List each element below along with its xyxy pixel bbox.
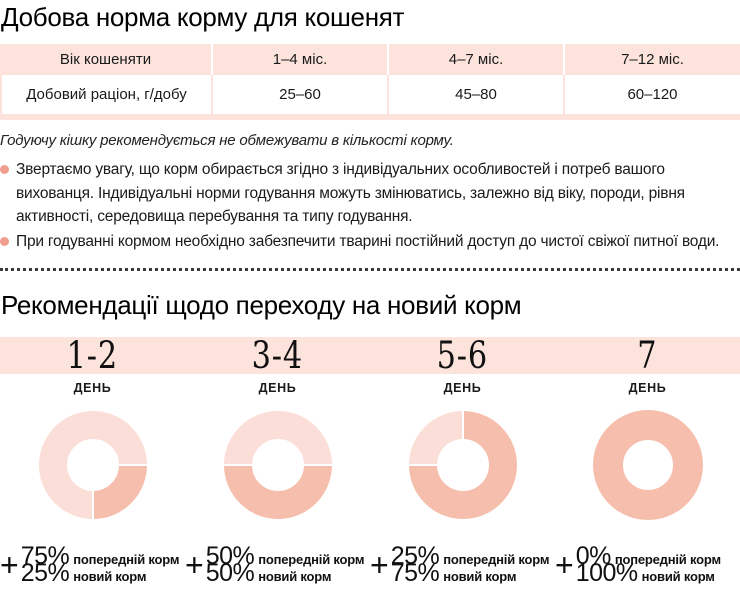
feeding-table-header-row: Вік кошеняти 1–4 міс. 4–7 міс. 7–12 міс. [0, 44, 740, 75]
bullet-text: Звертаємо увагу, що корм обирається згід… [16, 161, 685, 225]
list-item: Звертаємо увагу, що корм обирається згід… [0, 158, 740, 229]
prev-pct: 25% [390, 542, 440, 570]
list-item: При годуванні кормом необхідно забезпечи… [0, 230, 740, 254]
day-word: ДЕНЬ [443, 381, 482, 395]
day-range: 5-6 [436, 333, 489, 377]
bullet-icon [0, 165, 9, 174]
table-header-cell: Вік кошеняти [0, 44, 213, 75]
plus-icon: + [0, 547, 19, 583]
prev-label: попередній корм [73, 552, 180, 567]
plus-icon: + [185, 547, 204, 583]
donut-chart [0, 410, 185, 520]
table-header-cell: 4–7 міс. [389, 44, 565, 75]
mix-labels-row: + 75% попередній корм 25% новий корм + 50%… [0, 542, 740, 587]
day-range: 7 [637, 333, 658, 377]
new-pct: 50% [205, 559, 255, 587]
mix-label: + 50% попередній корм 50% новий корм [185, 542, 370, 587]
italic-note: Годуючу кішку рекомендується не обмежува… [0, 132, 454, 149]
new-label: новий корм [443, 569, 517, 584]
feeding-table: Вік кошеняти 1–4 міс. 4–7 міс. 7–12 міс.… [0, 44, 740, 120]
table-cell: 25–60 [213, 75, 389, 114]
prev-pct: 0% [575, 542, 612, 570]
plus-icon: + [555, 547, 574, 583]
notes-list: Звертаємо увагу, що корм обирається згід… [0, 158, 740, 253]
donut-chart [370, 410, 555, 520]
day-word: ДЕНЬ [73, 381, 112, 395]
new-label: новий корм [258, 569, 332, 584]
new-pct: 25% [20, 559, 70, 587]
day-word: ДЕНЬ [628, 381, 667, 395]
donut-chart [555, 410, 740, 520]
section-title: Рекомендації щодо переходу на новий корм [1, 290, 522, 320]
mix-label: + 0% попередній корм 100% новий корм [555, 542, 740, 587]
day-range: 1-2 [66, 333, 119, 377]
table-cell: 60–120 [565, 75, 740, 114]
mix-label: + 75% попередній корм 25% новий корм [0, 542, 185, 587]
donut-chart [185, 410, 370, 520]
page-title: Добова норма корму для кошенят [1, 2, 405, 32]
prev-pct: 50% [205, 542, 255, 570]
prev-label: попередній корм [258, 552, 365, 567]
plus-icon: + [370, 547, 389, 583]
day-range: 3-4 [251, 333, 304, 377]
donut-row [0, 410, 740, 520]
day-word: ДЕНЬ [258, 381, 297, 395]
bullet-icon [0, 236, 9, 246]
new-pct: 100% [575, 559, 638, 587]
table-cell: 45–80 [389, 75, 565, 114]
prev-label: попередній корм [443, 552, 550, 567]
prev-label: попередній корм [614, 552, 721, 567]
dotted-divider [0, 268, 740, 271]
prev-pct: 75% [20, 542, 70, 570]
table-cell: Добовий раціон, г/добу [0, 75, 213, 114]
new-pct: 75% [390, 559, 440, 587]
feeding-table-body-row: Добовий раціон, г/добу 25–60 45–80 60–12… [0, 75, 740, 114]
table-header-cell: 1–4 міс. [213, 44, 389, 75]
day-range-band: 1-2 3-4 5-6 7 [0, 337, 740, 374]
day-word-row: ДЕНЬ ДЕНЬ ДЕНЬ ДЕНЬ [0, 381, 740, 395]
new-label: новий корм [73, 569, 147, 584]
table-header-cell: 7–12 міс. [565, 44, 740, 75]
new-label: новий корм [641, 569, 715, 584]
mix-label: + 25% попередній корм 75% новий корм [370, 542, 555, 587]
bullet-text: При годуванні кормом необхідно забезпечи… [16, 232, 720, 250]
